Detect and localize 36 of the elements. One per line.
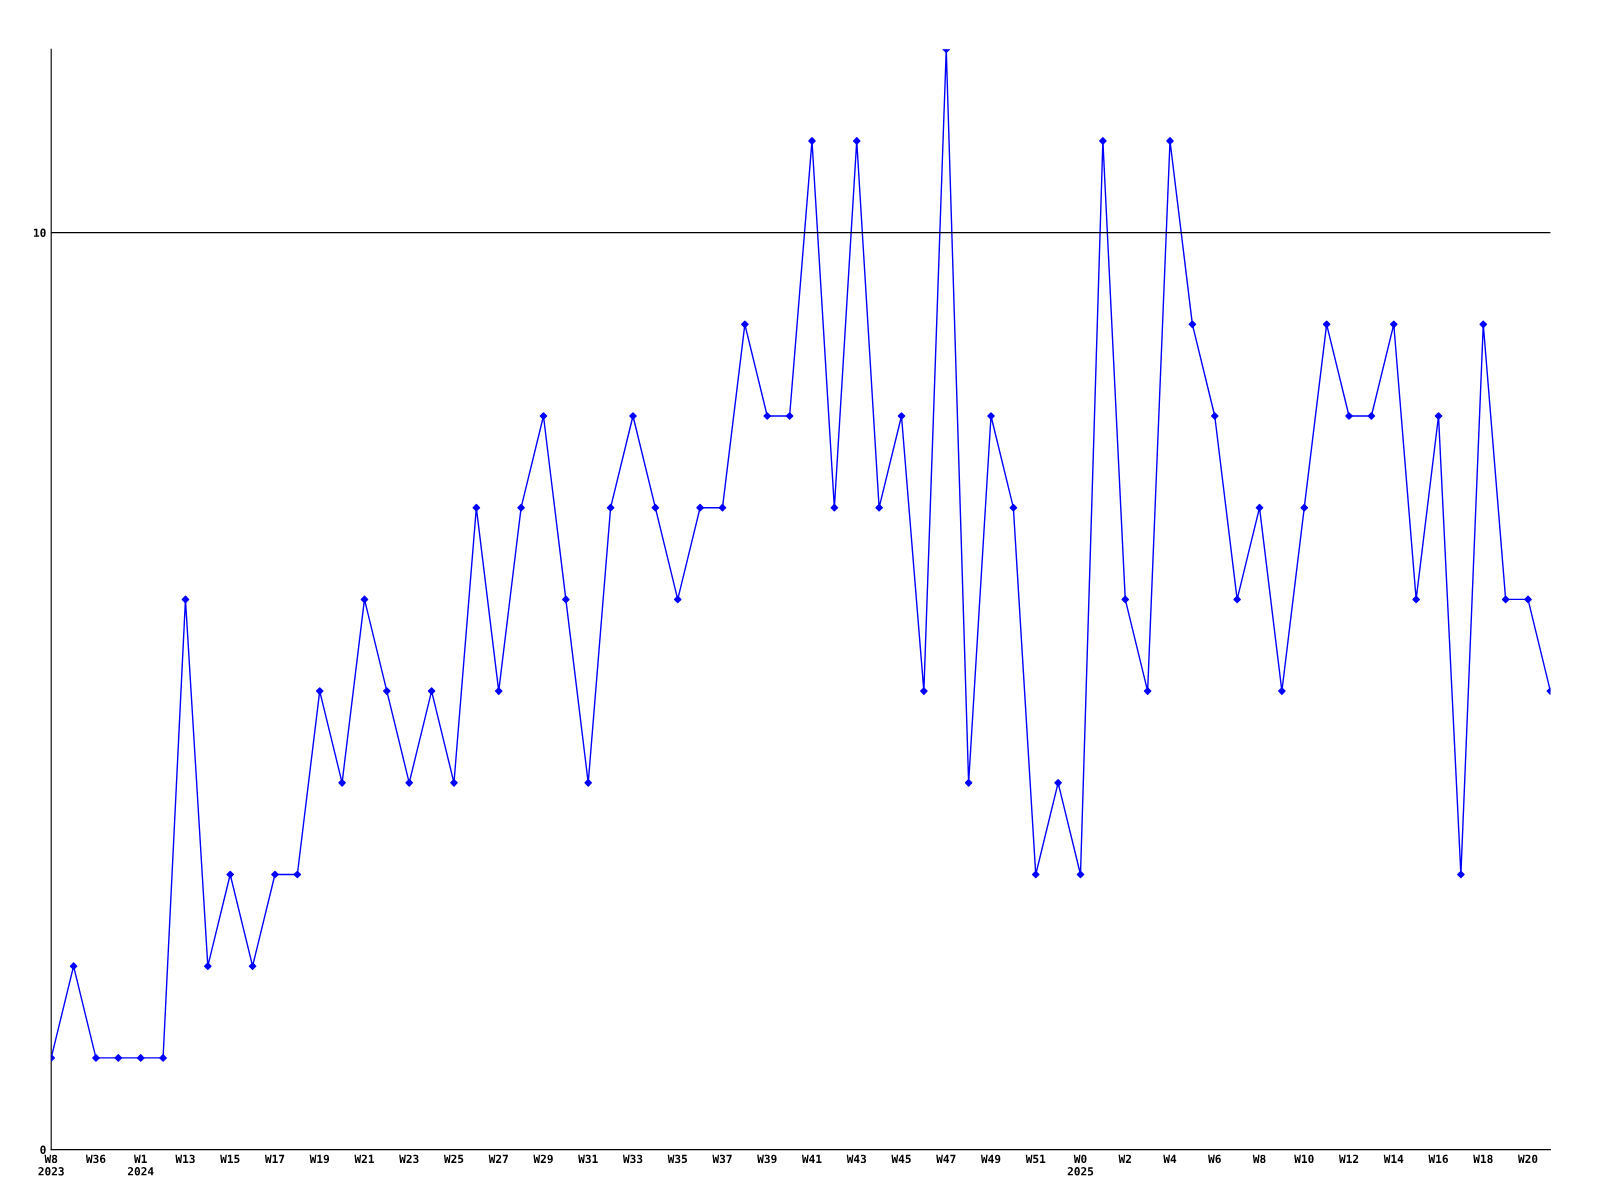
x-tick-label: W1 2024 <box>127 1154 154 1176</box>
x-tick-label: W17 <box>264 1154 285 1163</box>
x-tick-label: W10 <box>1294 1154 1314 1164</box>
x-tick-label: W51 <box>1025 1154 1046 1164</box>
x-tick-label: W36 <box>85 1154 106 1164</box>
x-tick-label: W8 2023 <box>38 1154 64 1176</box>
x-tick-label: W49 <box>980 1154 1001 1164</box>
x-tick-label: W8 <box>1252 1154 1266 1164</box>
x-tick-label: W23 <box>399 1154 419 1164</box>
x-tick-label: W15 <box>220 1154 240 1164</box>
x-tick-label: W31 <box>578 1154 598 1164</box>
x-tick-label: W27 <box>488 1154 508 1163</box>
x-tick-label: W21 <box>354 1154 374 1163</box>
x-tick-label: W18 <box>1473 1154 1493 1164</box>
x-tick-label: W39 <box>757 1154 777 1164</box>
x-tick-label: W45 <box>891 1154 911 1164</box>
x-tick-label: W41 <box>801 1154 822 1163</box>
x-tick-label: W47 <box>936 1154 956 1163</box>
y-tick-label: 10 <box>33 228 46 237</box>
x-tick-label: W20 <box>1517 1154 1538 1164</box>
x-tick-label: W12 <box>1338 1154 1359 1163</box>
x-tick-label: W16 <box>1428 1154 1448 1164</box>
x-tick-label: W35 <box>667 1154 688 1164</box>
x-tick-label: W33 <box>622 1154 643 1164</box>
x-tick-label: W13 <box>175 1154 195 1164</box>
x-tick-label: W19 <box>309 1154 330 1164</box>
x-tick-label: W2 <box>1118 1154 1132 1163</box>
x-tick-label: W25 <box>443 1154 464 1164</box>
x-tick-label: W6 <box>1208 1154 1221 1164</box>
x-tick-label: W0 2025 <box>1067 1154 1094 1176</box>
y-tick-label: 0 <box>40 1145 46 1154</box>
x-tick-label: W14 <box>1383 1154 1404 1163</box>
x-tick-label: W43 <box>846 1154 867 1164</box>
x-tick-label: W29 <box>533 1154 553 1164</box>
x-tick-label: W4 <box>1163 1154 1177 1163</box>
x-tick-label: W37 <box>712 1154 732 1164</box>
